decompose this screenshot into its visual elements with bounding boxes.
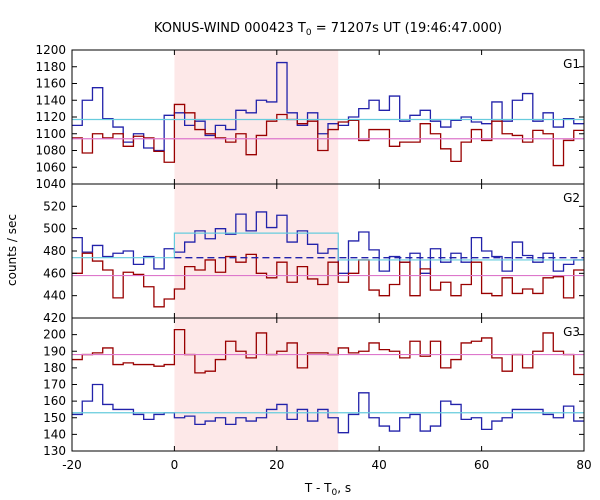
series-step-blue [72,383,584,434]
x-axis: -20 0 20 40 60 80 [62,458,591,472]
series-step-dark-red [72,103,584,167]
y-tick-label: 420 [43,311,66,325]
y-tick-label: 1180 [35,60,66,74]
panel-label-g1: G1 [563,57,580,71]
shaded-interval [174,50,339,184]
x-tick-label: 80 [576,458,591,472]
y-tick-label: 1120 [35,110,66,124]
y-tick-label: 160 [43,394,66,408]
y-tick-label: 140 [43,427,66,441]
x-tick-label: 60 [474,458,489,472]
x-tick-label: -20 [62,458,82,472]
panel-label-g3: G3 [563,325,580,339]
y-tick-label: 1060 [35,160,66,174]
y-tick-label: 1100 [35,127,66,141]
y-tick-label: 190 [43,344,66,358]
panel-g3: 130 140 150 160 170 180 190 200 G3 [43,317,585,458]
panel-g2: 420 440 460 480 500 520 G2 [43,183,585,325]
series-step-blue [72,211,584,274]
y-tick-label: 1160 [35,77,66,91]
shaded-interval [174,184,339,318]
x-tick-label: 40 [372,458,387,472]
y-tick-label: 520 [43,199,66,213]
series-step-dark-red [72,252,584,308]
y-axis-label: counts / sec [5,214,19,286]
y-tick-label: 440 [43,289,66,303]
panels-group: 1040 1060 1080 1100 1120 1140 1160 1180 1200 G1 42… [35,43,585,458]
y-tick-label: 170 [43,378,66,392]
y-tick-label: 1200 [35,43,66,57]
y-tick-label: 500 [43,222,66,236]
y-tick-label: 200 [43,328,66,342]
y-tick-label: 1080 [35,144,66,158]
y-tick-label: 1040 [35,177,66,191]
x-tick-label: 20 [269,458,284,472]
figure-title: KONUS-WIND 000423 T0 = 71207s UT (19:46:… [154,21,502,38]
y-tick-label: 480 [43,244,66,258]
y-tick-label: 150 [43,411,66,425]
series-step-blue [72,61,584,152]
panel-g1: 1040 1060 1080 1100 1120 1140 1160 1180 1200 G1 [35,43,585,191]
x-tick-label: 0 [171,458,179,472]
y-tick-label: 460 [43,266,66,280]
y-tick-label: 130 [43,444,66,458]
y-tick-label: 180 [43,361,66,375]
x-axis-label: T - T0, s [304,481,351,498]
background-level-cyan-line [72,232,584,261]
panel-label-g2: G2 [563,191,580,205]
y-tick-label: 1140 [35,93,66,107]
